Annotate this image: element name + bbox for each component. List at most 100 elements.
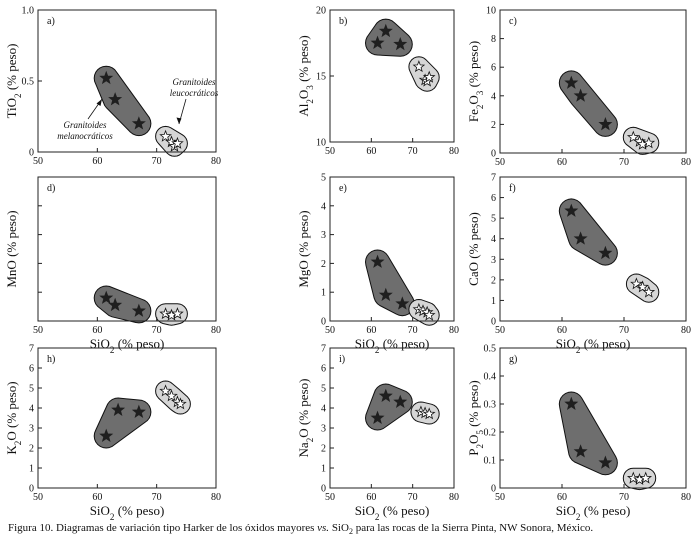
- y-tick-label: 3: [321, 230, 326, 241]
- y-tick-label: 3: [321, 424, 326, 435]
- x-tick-label: 80: [681, 157, 691, 168]
- y-axis-label: Na2O (% peso): [296, 379, 315, 458]
- melanocratic-pointer-head: [96, 99, 102, 106]
- melanocratic-field: [93, 285, 152, 324]
- plot-frame: [37, 176, 217, 322]
- y-tick-label: 1: [321, 288, 326, 299]
- x-tick-label: 70: [152, 325, 162, 336]
- panel-e: 50 60 70 80 0 1 2 3 4 5 e) MgO (% peso) SiO2 (% peso…: [296, 173, 459, 356]
- melanocratic-sample-point: [598, 455, 613, 469]
- melanocratic-sample-point: [131, 303, 146, 317]
- melanocratic-sample-point: [564, 203, 579, 217]
- x-tick-label: 80: [211, 325, 221, 336]
- melanocratic-sample-point: [99, 70, 114, 85]
- melanocratic-sample-point: [598, 117, 613, 131]
- y-tick-label: 0: [491, 317, 496, 328]
- y-axis-label: Fe2O3 (% peso): [466, 41, 485, 122]
- x-tick-label: 60: [92, 325, 102, 336]
- x-tick-label: 50: [325, 325, 335, 336]
- x-tick-label: 50: [325, 146, 335, 157]
- x-tick-label: 70: [619, 157, 629, 168]
- melanocratic-sample-point: [378, 388, 393, 402]
- y-tick-label: 0.3: [484, 400, 497, 411]
- x-axis-label: SiO2 (% peso): [556, 336, 631, 355]
- panel-f: 50 60 70 80 0 1 2 3 4 5 6 7 f) CaO (% peso) SiO2 (% pe…: [466, 173, 691, 356]
- y-tick-label: 7: [491, 173, 496, 184]
- y-tick-label: 0: [29, 148, 34, 159]
- y-tick-label: 2: [29, 444, 34, 455]
- melanocratic-sample-point: [564, 396, 579, 410]
- melanocratic-sample-point: [573, 231, 588, 245]
- leucocratic-sample-point: [171, 307, 184, 320]
- melanocratic-sample-point: [370, 410, 385, 424]
- x-tick-label: 60: [557, 492, 567, 503]
- y-tick-label: 6: [491, 193, 496, 204]
- x-tick-label: 50: [495, 325, 505, 336]
- y-tick-label: 4: [321, 201, 326, 212]
- y-tick-label: 6: [29, 364, 34, 375]
- leucocratic-sample-point: [165, 389, 178, 402]
- panel-h: 50 60 70 80 0 1 2 3 4 5 6 7 h) K2O (% peso) SiO2 (% pe…: [4, 344, 221, 523]
- y-tick-label: 0: [321, 484, 326, 495]
- y-tick-label: 0: [321, 317, 326, 328]
- melanocratic-field: [558, 391, 618, 476]
- melanocratic-sample-point: [378, 287, 393, 302]
- caption-mid: SiO: [329, 522, 349, 534]
- leucocratic-sample-point: [636, 280, 649, 293]
- x-axis-label: SiO2 (% peso): [556, 503, 631, 522]
- x-tick-label: 60: [92, 492, 102, 503]
- y-tick-label: 6: [321, 364, 326, 375]
- melanocratic-sample-point: [393, 394, 408, 408]
- leucocratic-sample-point: [639, 471, 653, 484]
- leucocratic-sample-point: [174, 397, 187, 410]
- leucocratic-sample-point: [171, 136, 184, 149]
- x-tick-label: 80: [449, 146, 459, 157]
- x-tick-label: 80: [211, 492, 221, 503]
- figure-caption: Figura 10. Diagramas de variación tipo H…: [8, 522, 688, 536]
- panel-label: g): [509, 354, 517, 365]
- caption-suffix: para las rocas de la Sierra Pinta, NW So…: [352, 522, 594, 534]
- y-tick-label: 0.5: [22, 77, 35, 88]
- y-tick-label: 15: [316, 72, 326, 83]
- y-tick-label: 0: [29, 484, 34, 495]
- panel-label: b): [339, 16, 347, 27]
- x-tick-label: 50: [495, 157, 505, 168]
- y-tick-label: 5: [321, 173, 326, 184]
- y-axis-label: Al2O3 (% peso): [296, 35, 315, 116]
- leucocratic-sample-point: [422, 308, 436, 321]
- y-tick-label: 0.2: [484, 428, 497, 439]
- melanocratic-sample-point: [564, 75, 579, 89]
- x-axis-label: SiO2 (% peso): [355, 503, 430, 522]
- y-tick-label: 0.4: [484, 372, 497, 383]
- melanocratic-sample-point: [99, 428, 114, 442]
- leucocratic-sample-point: [630, 277, 643, 290]
- caption-vs: vs.: [317, 522, 330, 534]
- melanocratic-field: [365, 383, 413, 431]
- x-tick-label: 70: [408, 492, 418, 503]
- y-axis-label: P2O5 (% peso): [466, 380, 485, 456]
- x-tick-label: 80: [211, 156, 221, 167]
- panel-label: c): [509, 16, 517, 27]
- melanocratic-sample-point: [378, 23, 393, 38]
- x-axis-label: SiO2 (% peso): [90, 336, 165, 355]
- x-axis-label: SiO2 (% peso): [90, 503, 165, 522]
- plot-frame: [499, 347, 687, 489]
- y-tick-label: 2: [491, 120, 496, 131]
- leucocratic-label: Granitoides: [172, 77, 215, 87]
- plot-frame: [329, 176, 455, 322]
- y-tick-label: 7: [29, 344, 34, 355]
- leucocratic-sample-point: [412, 60, 426, 73]
- y-axis-label: TiO2 (% peso): [4, 44, 23, 119]
- x-tick-label: 50: [33, 325, 43, 336]
- x-tick-label: 60: [366, 492, 376, 503]
- x-tick-label: 50: [33, 492, 43, 503]
- x-tick-label: 60: [366, 146, 376, 157]
- x-tick-label: 80: [681, 492, 691, 503]
- y-tick-label: 10: [486, 6, 496, 17]
- y-tick-label: 2: [321, 444, 326, 455]
- y-tick-label: 5: [491, 214, 496, 225]
- x-tick-label: 80: [449, 492, 459, 503]
- y-tick-label: 1: [491, 296, 496, 307]
- leucocratic-label: leucocráticos: [170, 88, 219, 98]
- melanocratic-sample-point: [99, 290, 114, 304]
